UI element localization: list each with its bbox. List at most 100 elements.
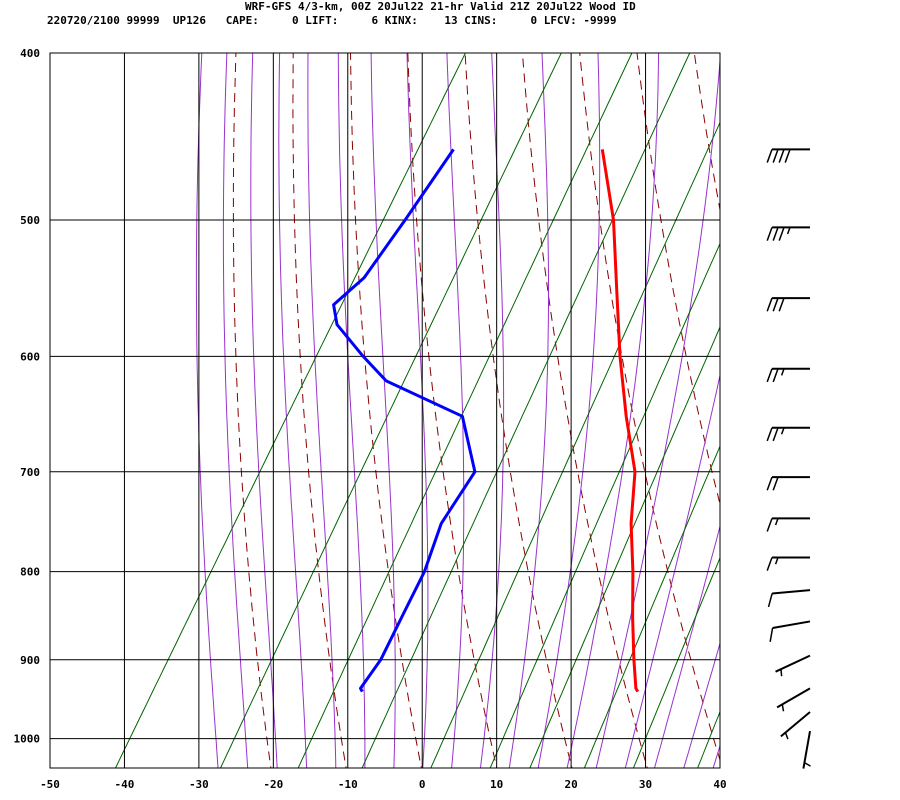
dewpoint-profile <box>332 148 477 693</box>
moist-adiabat <box>712 744 720 768</box>
moist-adiabat <box>508 53 549 768</box>
barb-staff <box>772 620 811 630</box>
barb-feather <box>772 149 779 163</box>
barb-feather <box>766 557 773 571</box>
pressure-tick-label: 900 <box>20 654 40 667</box>
barb-feather <box>766 227 773 241</box>
wind-barb <box>766 556 810 571</box>
barb-half-feather <box>804 761 811 767</box>
dry-adiabat <box>579 53 720 762</box>
moist-adiabat <box>406 53 429 768</box>
barb-half-feather <box>786 227 791 235</box>
barb-feather <box>778 297 785 312</box>
moist-adiabat <box>337 53 366 768</box>
pressure-tick-label: 500 <box>20 214 40 227</box>
temperature-tick-label: -50 <box>40 778 60 791</box>
barb-feather <box>772 476 779 491</box>
barb-feather <box>778 149 785 163</box>
barb-feather <box>766 368 773 383</box>
dry-adiabat <box>636 53 720 507</box>
barb-feather <box>767 593 773 608</box>
dry-adiabat <box>805 34 900 775</box>
barb-feather <box>769 627 774 642</box>
temperature-tick-label: 20 <box>564 778 577 791</box>
barb-feather <box>784 149 791 163</box>
moist-adiabat <box>195 53 219 768</box>
moist-adiabat <box>624 373 720 768</box>
moist-adiabat <box>566 53 660 768</box>
barb-staff <box>775 654 811 673</box>
barb-half-feather <box>774 557 779 565</box>
barb-feather <box>766 518 773 532</box>
wind-barb <box>766 367 810 383</box>
mixing-ratio-line <box>697 710 720 768</box>
temperature-tick-label: 40 <box>713 778 726 791</box>
dry-adiabat <box>407 53 498 768</box>
mixing-ratio-line <box>219 53 562 768</box>
moist-adiabat <box>653 524 720 768</box>
temperature-tick-label: 30 <box>639 778 652 791</box>
barb-feather <box>766 427 773 442</box>
barb-half-feather <box>774 518 779 526</box>
pressure-axis: 400 500 600 700 800 900 1000 <box>14 47 41 746</box>
dry-adiabat <box>862 34 900 775</box>
dry-adiabat <box>232 53 272 768</box>
barb-staff <box>802 730 811 769</box>
mixing-ratio-line <box>430 121 720 768</box>
temperature-axis: -50 -40 -30 -20 -10 0 10 20 30 40 <box>40 778 727 791</box>
barb-half-feather <box>780 368 785 376</box>
wind-barb <box>776 687 811 712</box>
stability-indices: 220720/2100 99999 UP126 CAPE: 0 LIFT: 6 … <box>47 14 617 27</box>
mixing-ratio-line <box>529 325 720 768</box>
wind-barb <box>766 517 810 532</box>
barb-half-feather <box>780 669 783 677</box>
pressure-tick-label: 800 <box>20 566 40 579</box>
dry-adiabat <box>521 53 648 768</box>
wind-barb <box>802 730 811 769</box>
wind-barb <box>766 297 810 312</box>
barb-feather <box>772 368 779 383</box>
barb-staff <box>776 687 811 709</box>
wind-barb <box>766 426 810 442</box>
mixing-ratio-line <box>583 445 720 768</box>
dry-adiabat <box>749 34 900 775</box>
temperature-tick-label: 10 <box>490 778 503 791</box>
mixing-ratio-line <box>632 556 720 768</box>
temperature-tick-label: -10 <box>338 778 358 791</box>
barb-feather <box>772 297 779 312</box>
dry-adiabat <box>693 53 720 213</box>
temperature-profile <box>600 149 640 693</box>
reference-lines <box>114 34 900 775</box>
temperature-tick-label: -40 <box>115 778 135 791</box>
mixing-ratio-line <box>489 242 720 768</box>
barb-feather <box>766 149 773 163</box>
barb-half-feather <box>784 732 789 740</box>
wind-barb <box>780 711 811 740</box>
wind-barb <box>769 620 811 642</box>
barb-feather <box>766 297 773 312</box>
wind-barb <box>766 148 810 163</box>
pressure-tick-label: 600 <box>20 350 40 363</box>
plot-frame <box>49 52 721 769</box>
wind-barbs <box>766 148 811 769</box>
dry-adiabat <box>464 53 573 768</box>
moist-adiabat <box>370 53 396 768</box>
wind-barb <box>766 226 810 241</box>
temperature-tick-label: 0 <box>419 778 426 791</box>
barb-half-feather <box>781 704 785 712</box>
wind-barb <box>766 476 810 491</box>
barb-staff <box>780 711 811 738</box>
wind-barb <box>767 589 811 608</box>
chart-title: WRF-GFS 4/3-km, 00Z 20Jul22 21-hr Valid … <box>245 0 636 13</box>
barb-feather <box>766 476 773 491</box>
barb-half-feather <box>780 427 785 435</box>
barb-feather <box>778 227 785 241</box>
temperature-tick-label: -20 <box>263 778 283 791</box>
wind-barb <box>775 654 811 677</box>
barb-staff <box>772 589 811 595</box>
barb-feather <box>772 227 779 241</box>
moist-adiabat <box>222 53 249 768</box>
moist-adiabat <box>683 641 720 768</box>
moist-adiabat <box>307 53 337 768</box>
